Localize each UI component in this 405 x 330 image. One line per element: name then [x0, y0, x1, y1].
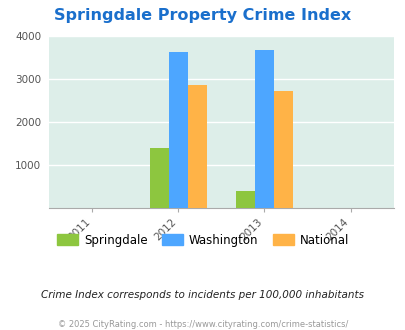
Legend: Springdale, Washington, National: Springdale, Washington, National — [52, 229, 353, 251]
Text: Crime Index corresponds to incidents per 100,000 inhabitants: Crime Index corresponds to incidents per… — [41, 290, 364, 300]
Bar — [187, 85, 206, 208]
Text: © 2025 CityRating.com - https://www.cityrating.com/crime-statistics/: © 2025 CityRating.com - https://www.city… — [58, 320, 347, 329]
Bar — [273, 91, 292, 208]
Bar — [168, 52, 187, 208]
Text: Springdale Property Crime Index: Springdale Property Crime Index — [54, 8, 351, 23]
Bar — [149, 148, 168, 208]
Bar — [235, 191, 254, 208]
Bar — [254, 50, 273, 208]
